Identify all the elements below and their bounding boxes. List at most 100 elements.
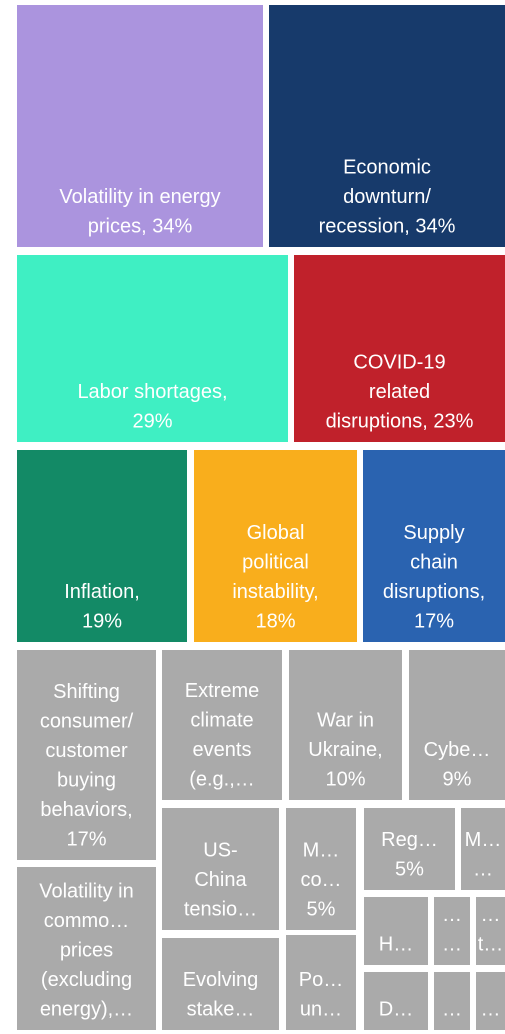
tile-label: 18% <box>255 610 295 632</box>
tile-rect <box>194 450 357 642</box>
tile-label: D… <box>379 998 413 1020</box>
tile: H… <box>364 897 428 965</box>
tile: … <box>434 972 470 1030</box>
tile: …… <box>434 897 470 965</box>
tile-label: H… <box>379 933 413 955</box>
tile: D… <box>364 972 428 1030</box>
tile-label: related <box>369 381 430 403</box>
tile-label: Ukraine, <box>308 739 382 761</box>
tile-label: 19% <box>82 610 122 632</box>
tile-label: instability, <box>232 581 318 603</box>
tile-label: 10% <box>325 768 365 790</box>
tile: US- China tensio… <box>162 808 279 930</box>
tile-label: … <box>473 858 493 880</box>
tile-label: (e.g.,… <box>189 768 255 790</box>
tile-label: consumer/ <box>40 710 134 732</box>
tile-label: M… <box>465 829 502 851</box>
tile-rect <box>434 972 470 1030</box>
tile-label: Extreme <box>185 680 259 702</box>
tile-rect <box>363 450 505 642</box>
tile-label: 5% <box>307 898 336 920</box>
tile: Global political instability, 18% <box>194 450 357 642</box>
tile-label: 17% <box>414 610 454 632</box>
tile: M… co… 5% <box>286 808 356 930</box>
tile-label: Volatility in energy <box>59 186 220 208</box>
tile-label: downturn/ <box>343 186 431 208</box>
tile-rect <box>409 650 505 800</box>
tile-label: 9% <box>443 768 472 790</box>
tile: Labor shortages, 29% <box>17 255 288 442</box>
tile-rect <box>364 972 428 1030</box>
tile-label: Evolving <box>183 969 259 991</box>
tile-rect <box>286 935 356 1030</box>
tile-rect <box>269 5 505 247</box>
tile-rect <box>476 972 505 1030</box>
tile-label: co… <box>300 869 341 891</box>
tile-label: energy),… <box>40 998 133 1020</box>
tile-label: disruptions, 23% <box>326 410 474 432</box>
tile-rect <box>364 897 428 965</box>
tile-label: commo… <box>44 910 130 932</box>
tile-rect <box>461 808 505 890</box>
tile-label: customer <box>45 740 128 762</box>
tile-label: Economic <box>343 156 431 178</box>
tile: Economic downturn/recession, 34% <box>269 5 505 247</box>
tile-rect <box>162 938 279 1030</box>
tile-label: behaviors, <box>40 799 132 821</box>
tile: Shifting consumer/customer buying behaviors… <box>17 650 156 860</box>
tile-label: 29% <box>132 410 172 432</box>
tile-rect <box>434 897 470 965</box>
tile: War in Ukraine, 10% <box>289 650 402 800</box>
tile-rect <box>162 808 279 930</box>
tile-rect <box>476 897 505 965</box>
tile-label: Po… <box>299 969 343 991</box>
tile-label: … <box>481 904 501 926</box>
tile-rect <box>17 450 187 642</box>
tile: Reg… 5% <box>364 808 455 890</box>
tile-label: China <box>194 869 247 891</box>
tile: … t… <box>476 897 505 965</box>
tile-label: political <box>242 551 309 573</box>
tile-label: (excluding <box>41 969 132 991</box>
tile-rect <box>364 808 455 890</box>
tile-label: recession, 34% <box>319 215 456 237</box>
tile: Inflation, 19% <box>17 450 187 642</box>
tile-label: t… <box>478 933 504 955</box>
tile-label: Inflation, <box>64 581 140 603</box>
tile-label: M… <box>303 839 340 861</box>
tile-rect <box>17 867 156 1030</box>
tile-label: US- <box>203 839 237 861</box>
tile-label: events <box>193 739 252 761</box>
tile-label: Volatility in <box>39 880 134 902</box>
tile-label: … <box>442 998 462 1020</box>
tile-label: War in <box>317 709 374 731</box>
tile: Volatility in commo… prices (excluding energ… <box>17 867 156 1030</box>
tile-label: 5% <box>395 858 424 880</box>
tile-rect <box>286 808 356 930</box>
tile-label: Labor shortages, <box>77 381 227 403</box>
tile-label: COVID-19 <box>353 351 445 373</box>
tile: … <box>476 972 505 1030</box>
tile-label: stake… <box>187 998 255 1020</box>
tile-label: climate <box>190 709 253 731</box>
tile-rect <box>17 5 263 247</box>
tile-label: … <box>442 933 462 955</box>
tile-rect <box>162 650 282 800</box>
tile-label: Global <box>247 522 305 544</box>
tile-label: prices, 34% <box>88 215 193 237</box>
tile: M… … <box>461 808 505 890</box>
tile: Supply chain disruptions, 17% <box>363 450 505 642</box>
tile: Cybe… 9% <box>409 650 505 800</box>
tile-label: Shifting <box>53 681 120 703</box>
tile-label: prices <box>60 939 113 961</box>
tile-rect <box>17 255 288 442</box>
tile-label: Cybe… <box>424 739 491 761</box>
tile-rect <box>17 650 156 860</box>
tile-label: disruptions, <box>383 581 485 603</box>
tile-label: Reg… <box>381 829 438 851</box>
tile: Evolving stake… <box>162 938 279 1030</box>
tile-rect <box>289 650 402 800</box>
tile-label: … <box>442 904 462 926</box>
tile: Volatility in energy prices, 34% <box>17 5 263 247</box>
